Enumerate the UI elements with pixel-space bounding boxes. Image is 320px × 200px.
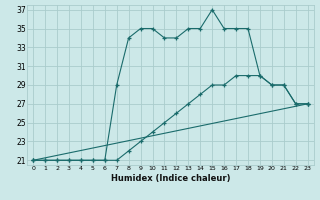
X-axis label: Humidex (Indice chaleur): Humidex (Indice chaleur) xyxy=(111,174,230,183)
